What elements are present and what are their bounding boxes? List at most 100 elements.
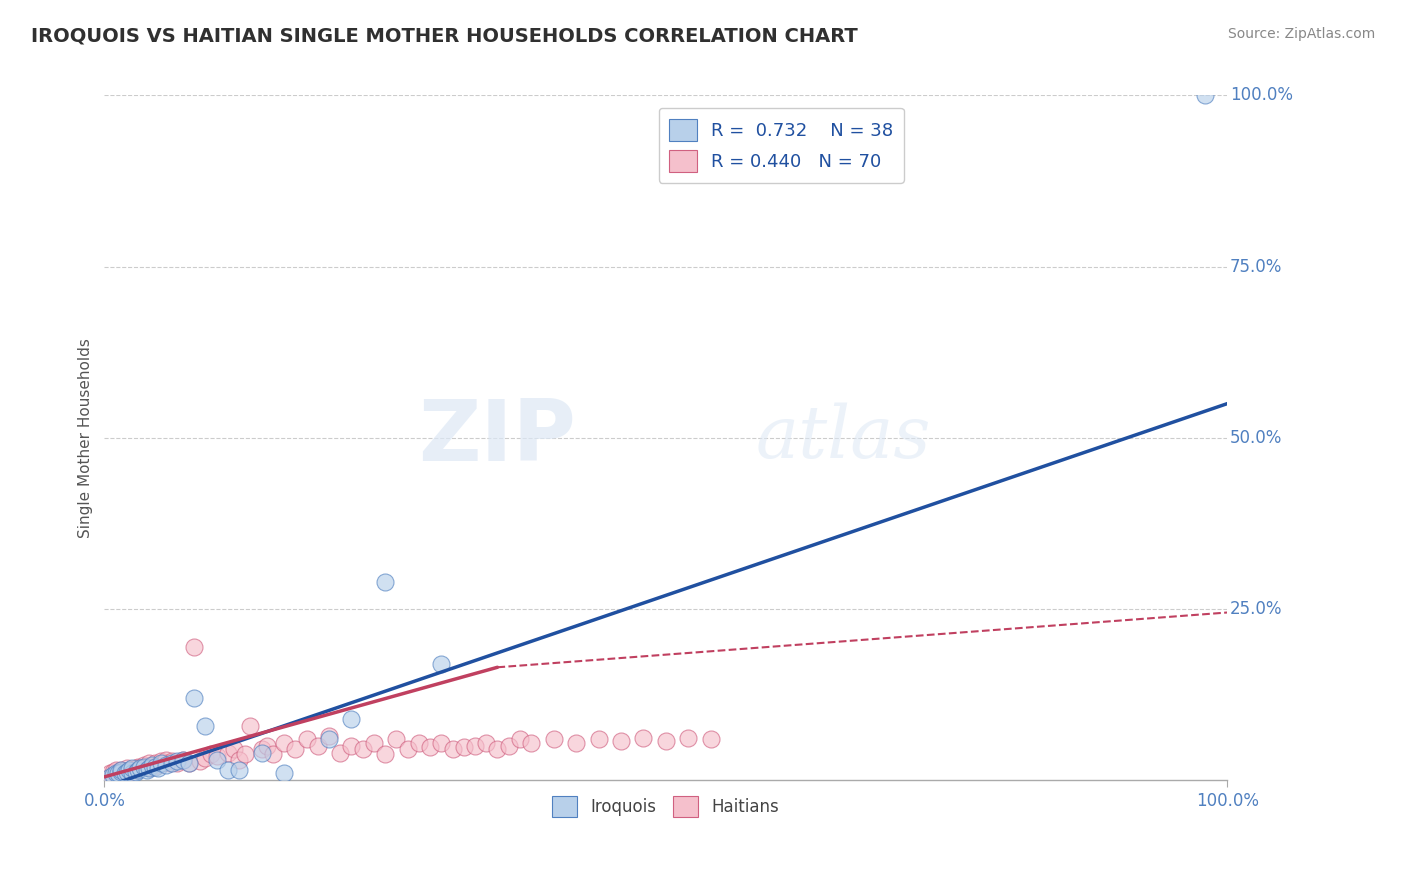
Point bbox=[132, 758, 155, 772]
Point bbox=[453, 740, 475, 755]
Point bbox=[374, 747, 396, 762]
Point bbox=[475, 736, 498, 750]
Point bbox=[177, 756, 200, 771]
Point bbox=[114, 766, 136, 780]
Point bbox=[177, 756, 200, 771]
Point bbox=[149, 756, 172, 771]
Text: 100.0%: 100.0% bbox=[1230, 87, 1292, 104]
Point bbox=[138, 756, 160, 771]
Point bbox=[110, 763, 132, 777]
Point bbox=[233, 747, 256, 762]
Point bbox=[295, 732, 318, 747]
Point bbox=[430, 736, 453, 750]
Point bbox=[217, 763, 239, 777]
Point bbox=[340, 739, 363, 753]
Point bbox=[127, 759, 149, 773]
Point bbox=[329, 746, 352, 760]
Text: 75.0%: 75.0% bbox=[1230, 258, 1282, 276]
Point bbox=[136, 763, 159, 777]
Point bbox=[166, 756, 188, 771]
Point bbox=[486, 742, 509, 756]
Point bbox=[118, 763, 141, 777]
Point bbox=[610, 733, 633, 747]
Point bbox=[352, 742, 374, 756]
Text: 50.0%: 50.0% bbox=[1230, 429, 1282, 447]
Point bbox=[148, 758, 170, 772]
Point bbox=[363, 736, 385, 750]
Point bbox=[194, 718, 217, 732]
Point bbox=[565, 736, 588, 750]
Point bbox=[104, 763, 127, 777]
Point bbox=[205, 749, 228, 764]
Point bbox=[98, 766, 121, 780]
Point bbox=[700, 732, 723, 747]
Point bbox=[633, 731, 655, 745]
Point bbox=[222, 742, 245, 756]
Point bbox=[1194, 88, 1216, 103]
Point bbox=[118, 763, 141, 777]
Point bbox=[273, 766, 295, 780]
Point bbox=[250, 742, 273, 756]
Point bbox=[217, 746, 239, 760]
Point bbox=[115, 761, 138, 775]
Point bbox=[160, 754, 183, 768]
Point bbox=[520, 736, 543, 750]
Point bbox=[318, 732, 340, 747]
Point bbox=[678, 731, 700, 745]
Legend: Iroquois, Haitians: Iroquois, Haitians bbox=[546, 789, 786, 823]
Point bbox=[273, 736, 295, 750]
Point bbox=[172, 753, 194, 767]
Point bbox=[121, 765, 143, 780]
Point bbox=[200, 747, 222, 762]
Point bbox=[98, 770, 121, 784]
Point bbox=[136, 759, 159, 773]
Point bbox=[121, 761, 143, 775]
Point bbox=[441, 742, 464, 756]
Point bbox=[284, 742, 307, 756]
Point bbox=[159, 756, 181, 771]
Point bbox=[107, 766, 129, 780]
Text: ZIP: ZIP bbox=[419, 396, 576, 479]
Point bbox=[125, 765, 148, 780]
Y-axis label: Single Mother Households: Single Mother Households bbox=[79, 338, 93, 538]
Point bbox=[110, 763, 132, 777]
Point bbox=[188, 754, 211, 768]
Point bbox=[498, 739, 520, 753]
Point bbox=[127, 763, 149, 777]
Point bbox=[155, 758, 177, 772]
Point bbox=[160, 756, 183, 771]
Point bbox=[256, 739, 278, 753]
Point bbox=[125, 761, 148, 775]
Point bbox=[408, 736, 430, 750]
Point bbox=[129, 761, 152, 775]
Text: 25.0%: 25.0% bbox=[1230, 600, 1282, 618]
Point bbox=[239, 718, 262, 732]
Point bbox=[419, 740, 441, 755]
Point bbox=[166, 754, 188, 768]
Point bbox=[509, 732, 531, 747]
Point bbox=[114, 765, 136, 780]
Text: IROQUOIS VS HAITIAN SINGLE MOTHER HOUSEHOLDS CORRELATION CHART: IROQUOIS VS HAITIAN SINGLE MOTHER HOUSEH… bbox=[31, 27, 858, 45]
Point bbox=[148, 761, 170, 775]
Point bbox=[141, 759, 163, 773]
Text: Source: ZipAtlas.com: Source: ZipAtlas.com bbox=[1227, 27, 1375, 41]
Point bbox=[250, 746, 273, 760]
Point bbox=[138, 761, 160, 775]
Point bbox=[340, 712, 363, 726]
Point bbox=[228, 763, 250, 777]
Point bbox=[132, 759, 155, 773]
Point bbox=[318, 729, 340, 743]
Point bbox=[464, 739, 486, 753]
Point bbox=[141, 758, 163, 772]
Point bbox=[396, 742, 419, 756]
Point bbox=[104, 766, 127, 780]
Point bbox=[543, 732, 565, 747]
Point bbox=[194, 751, 217, 765]
Point bbox=[152, 756, 174, 771]
Point bbox=[374, 574, 396, 589]
Point bbox=[262, 747, 284, 762]
Point bbox=[110, 765, 132, 780]
Point bbox=[655, 733, 678, 747]
Text: atlas: atlas bbox=[756, 402, 931, 473]
Point bbox=[143, 756, 166, 771]
